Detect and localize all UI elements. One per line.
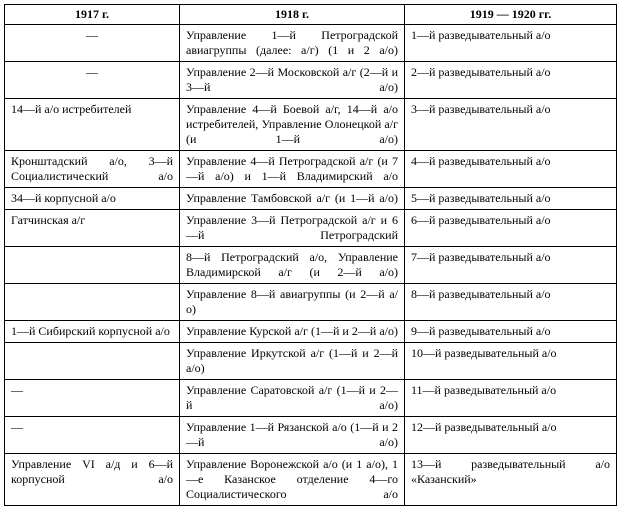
header-1917: 1917 г. [5,5,180,25]
table-row: 1—й Сибирский корпусной а/оУправление Ку… [5,321,617,343]
cell-1918: Управление Курской а/г (1—й и 2—й а/о) [180,321,405,343]
header-1918: 1918 г. [180,5,405,25]
cell-1917: Кронштадский а/о, 3—й Социалистический а… [5,151,180,188]
header-1919-1920: 1919 — 1920 гг. [405,5,617,25]
table-row: —Управление 2—й Московской а/г (2—й и 3—… [5,62,617,99]
cell-1919-1920: 5—й разведывательный а/о [405,188,617,210]
cell-1917: Управление VI а/д и 6—й корпусной а/о [5,454,180,506]
table-row: Управление Иркутской а/г (1—й и 2—й а/о)… [5,343,617,380]
table-row: Гатчинская а/гУправление 3—й Петроградск… [5,210,617,247]
cell-1919-1920: 3—й разведывательный а/о [405,99,617,151]
cell-1918: 8—й Петроградский а/о, Управление Владим… [180,247,405,284]
cell-1918: Управление 8—й авиагруппы (и 2—й а/о) [180,284,405,321]
table-row: —Управление 1—й Петроградской авиагруппы… [5,25,617,62]
table-row: 34—й корпусной а/оУправление Тамбовской … [5,188,617,210]
cell-1918: Управление Саратовской а/г (1—й и 2—й а/… [180,380,405,417]
cell-1919-1920: 10—й разведывательный а/о [405,343,617,380]
cell-1918: Управление Тамбовской а/г (и 1—й а/о) [180,188,405,210]
cell-1918: Управление 1—й Петроградской авиагруппы … [180,25,405,62]
cell-1917: 1—й Сибирский корпусной а/о [5,321,180,343]
cell-1917: — [5,25,180,62]
cell-1917: — [5,62,180,99]
table-row: —Управление 1—й Рязанской а/о (1—й и 2—й… [5,417,617,454]
cell-1918: Управление 4—й Петроградской а/г (и 7—й … [180,151,405,188]
cell-1917: 14—й а/о истребителей [5,99,180,151]
cell-1918: Управление Иркутской а/г (1—й и 2—й а/о) [180,343,405,380]
cell-1918: Управление 4—й Боевой а/г, 14—й а/о истр… [180,99,405,151]
table-header-row: 1917 г. 1918 г. 1919 — 1920 гг. [5,5,617,25]
cell-1919-1920: 2—й разведывательный а/о [405,62,617,99]
cell-1917: — [5,417,180,454]
cell-1919-1920: 1—й разведывательный а/о [405,25,617,62]
table-row: Кронштадский а/о, 3—й Социалистический а… [5,151,617,188]
aviation-units-table: 1917 г. 1918 г. 1919 — 1920 гг. —Управле… [4,4,617,506]
cell-1919-1920: 13—й разведывательный а/о «Казанский» [405,454,617,506]
cell-1917: 34—й корпусной а/о [5,188,180,210]
table-row: 8—й Петроградский а/о, Управление Владим… [5,247,617,284]
cell-1918: Управление 3—й Петроградской а/г и 6—й П… [180,210,405,247]
cell-1919-1920: 12—й разведывательный а/о [405,417,617,454]
cell-1917 [5,247,180,284]
cell-1919-1920: 7—й разведывательный а/о [405,247,617,284]
cell-1917 [5,343,180,380]
table-row: Управление 8—й авиагруппы (и 2—й а/о)8—й… [5,284,617,321]
cell-1917: — [5,380,180,417]
table-row: —Управление Саратовской а/г (1—й и 2—й а… [5,380,617,417]
cell-1918: Управление Воронежской а/о (и 1 а/о), 1—… [180,454,405,506]
table-row: 14—й а/о истребителейУправление 4—й Боев… [5,99,617,151]
cell-1918: Управление 1—й Рязанской а/о (1—й и 2—й … [180,417,405,454]
cell-1919-1920: 11—й разведывательный а/о [405,380,617,417]
cell-1917 [5,284,180,321]
cell-1919-1920: 6—й разведывательный а/о [405,210,617,247]
cell-1917: Гатчинская а/г [5,210,180,247]
cell-1919-1920: 9—й разведывательный а/о [405,321,617,343]
cell-1919-1920: 4—й разведывательный а/о [405,151,617,188]
cell-1918: Управление 2—й Московской а/г (2—й и 3—й… [180,62,405,99]
table-row: Управление VI а/д и 6—й корпусной а/оУпр… [5,454,617,506]
cell-1919-1920: 8—й разведывательный а/о [405,284,617,321]
